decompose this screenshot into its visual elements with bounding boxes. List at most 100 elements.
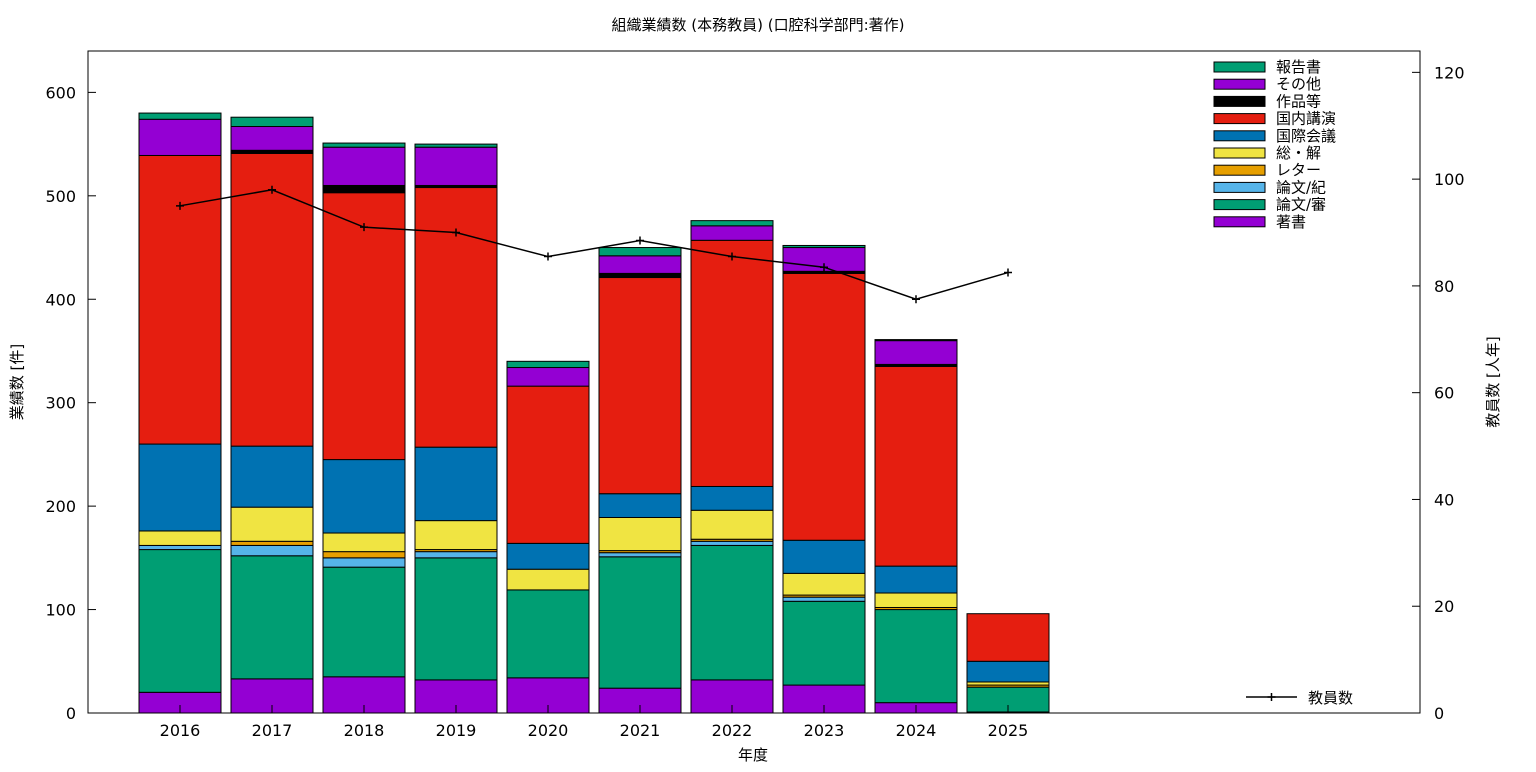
line-point [636,236,644,245]
bar-segment [506,385,590,544]
legend-label: 国内講演 [1276,110,1336,128]
y2-axis-label: 教員数 [人年] [1484,336,1502,427]
bar-segment [690,225,774,241]
bar-segment [322,566,406,678]
y2-tick-label: 40 [1434,490,1454,509]
legend-swatch [1213,199,1266,211]
bar-segment [230,152,314,447]
line-point [820,263,828,272]
bar-segment [598,272,682,279]
y-tick-label: 0 [66,704,76,723]
x-tick-label: 2016 [160,721,201,740]
bar-segment [874,340,958,365]
bar-segment [414,146,498,186]
bar-segment [414,557,498,681]
legend-swatch [1213,113,1266,125]
bar-segment [322,459,406,534]
bar-segment [598,277,682,495]
x-tick-label: 2023 [804,721,845,740]
line-point [268,185,276,194]
bar-segment [322,532,406,553]
bar-segment [782,272,866,541]
bar-segment [598,517,682,552]
legend-label: 総・解 [1276,144,1321,162]
y2-tick-label: 80 [1434,277,1454,296]
legend-label: 著書 [1276,213,1306,231]
bar-segment [874,565,958,594]
bar-segment [414,143,498,148]
line-point [912,295,920,304]
legend-swatch [1213,61,1266,73]
legend-label: 作品等 [1276,92,1321,110]
bar-segment [138,154,222,445]
bar-segment [782,244,866,249]
bar-segment [874,592,958,608]
y2-tick-label: 20 [1434,597,1454,616]
x-tick-label: 2019 [436,721,477,740]
y2-tick-label: 0 [1434,704,1444,723]
line-point [728,252,736,261]
legend-swatch [1213,130,1266,142]
y2-tick-label: 100 [1434,170,1465,189]
x-tick-label: 2022 [712,721,753,740]
bar-segment [506,589,590,679]
bar-segment [966,613,1050,662]
y-tick-label: 300 [45,394,76,413]
x-tick-label: 2021 [620,721,661,740]
legend-label: 論文/審 [1276,196,1326,214]
bar-segment [138,112,222,120]
bar-segment [230,445,314,508]
bar-segment [138,443,222,532]
bar-segment [966,660,1050,683]
bar-segment [322,184,406,194]
x-axis-label: 年度 [738,746,768,764]
legend-label: 報告書 [1276,58,1321,76]
y-tick-label: 400 [45,290,76,309]
bar-segment [598,552,682,558]
y2-tick-label: 60 [1434,384,1454,403]
bar-segment [874,609,958,704]
y-tick-label: 100 [45,601,76,620]
y-tick-label: 500 [45,187,76,206]
y2-tick-label: 120 [1434,63,1465,82]
y-tick-label: 200 [45,497,76,516]
bar-segment [598,255,682,274]
bar-segment [506,568,590,591]
legend-swatch [1213,78,1266,90]
legend-swatch [1213,164,1266,176]
bar-segment [782,596,866,602]
bar-segment [322,557,406,568]
bar-segment [690,509,774,540]
line-point [452,228,460,237]
bar-segment [782,572,866,596]
x-tick-label: 2020 [528,721,569,740]
y-axis-label: 業績数 [件] [8,344,26,420]
bar-segment [230,126,314,151]
bar-segment [322,146,406,186]
x-tick-label: 2017 [252,721,293,740]
legend-swatch [1213,216,1266,228]
bar-segment [598,493,682,519]
legend-label: 国際会議 [1276,127,1336,145]
bar-segment [598,556,682,689]
legend-line-label: 教員数 [1308,689,1353,707]
bar-segment [322,192,406,461]
x-tick-label: 2025 [988,721,1029,740]
line-point [360,223,368,232]
bar-segment [414,187,498,448]
legend-swatch [1213,147,1266,159]
bar-segment [690,239,774,487]
bar-segment [230,544,314,557]
legend-label: その他 [1276,75,1321,93]
bar-segment [230,506,314,542]
bar-segment [506,542,590,570]
bar-segment [414,446,498,522]
legend-label: 論文/紀 [1276,178,1326,196]
bar-segment [138,118,222,156]
bar-segment [322,142,406,148]
legend-swatch [1213,181,1266,193]
x-tick-label: 2024 [896,721,937,740]
bar-segment [874,339,958,342]
